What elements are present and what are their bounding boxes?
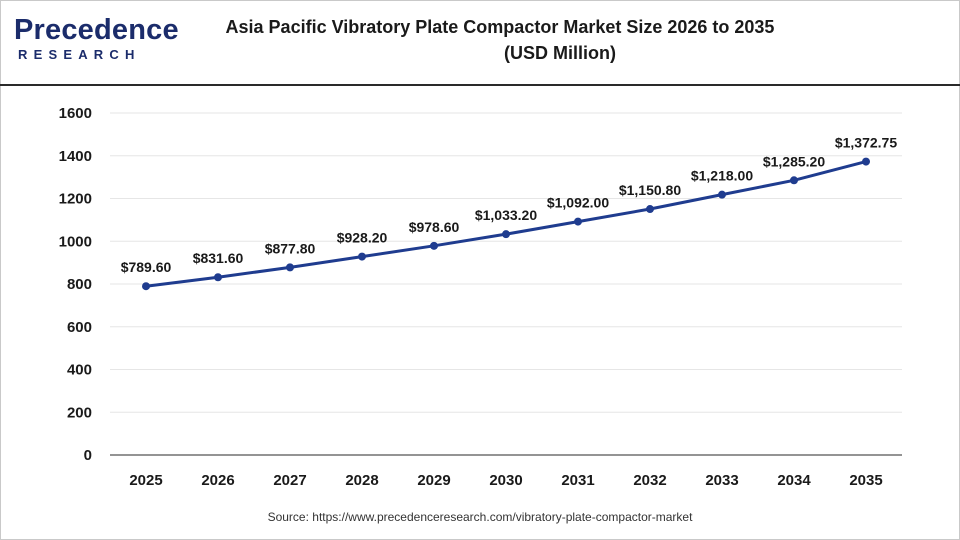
logo-subtitle: RESEARCH — [18, 47, 141, 62]
data-label: $1,285.20 — [763, 153, 825, 169]
data-point — [142, 282, 150, 291]
precedence-research-logo: Precedence RESEARCH — [14, 14, 179, 64]
y-tick-label: 1600 — [59, 105, 92, 122]
x-tick-label: 2029 — [417, 472, 450, 489]
data-label: $877.80 — [265, 240, 316, 256]
gridlines — [110, 112, 902, 413]
data-label: $978.60 — [409, 219, 460, 235]
x-tick-label: 2026 — [201, 472, 234, 489]
y-tick-label: 1400 — [59, 148, 92, 165]
series-market-size — [142, 157, 870, 291]
data-point — [430, 241, 438, 250]
x-axis: 2025 2026 2027 2028 2029 2030 2031 2032 2033 2034… — [110, 454, 902, 489]
y-tick-label: 200 — [67, 404, 92, 421]
data-point — [358, 252, 366, 261]
x-tick-label: 2027 — [273, 472, 306, 489]
data-point — [286, 263, 294, 272]
x-tick-label: 2025 — [129, 472, 162, 489]
x-tick-label: 2035 — [849, 472, 882, 489]
x-tick-label: 2032 — [633, 472, 666, 489]
data-point — [214, 273, 222, 282]
data-point — [646, 205, 654, 214]
y-tick-label: 1200 — [59, 191, 92, 208]
x-tick-label: 2030 — [489, 472, 522, 489]
y-axis: 0 200 400 600 800 1000 1200 1400 1600 — [59, 105, 92, 464]
data-label: $928.20 — [337, 230, 388, 246]
data-point — [502, 230, 510, 239]
header: Precedence RESEARCH Asia Pacific Vibrato… — [0, 0, 960, 86]
logo-wordmark: Precedence — [14, 14, 179, 46]
y-tick-label: 800 — [67, 276, 92, 293]
x-tick-label: 2034 — [777, 472, 811, 489]
y-tick-label: 0 — [84, 447, 92, 464]
data-point — [790, 176, 798, 185]
data-label: $1,218.00 — [691, 168, 753, 184]
series-line — [145, 160, 867, 288]
data-label: $1,372.75 — [835, 135, 897, 151]
x-tick-label: 2033 — [705, 472, 738, 489]
data-point — [862, 157, 870, 166]
x-tick-label: 2031 — [561, 472, 594, 489]
data-label: $1,033.20 — [475, 207, 537, 223]
y-tick-label: 1000 — [59, 233, 92, 250]
source-note: Source: https://www.precedenceresearch.c… — [267, 510, 693, 524]
data-label: $1,092.00 — [547, 195, 609, 211]
y-tick-label: 400 — [67, 362, 92, 379]
title-line-1: Asia Pacific Vibratory Plate Compactor M… — [225, 17, 775, 37]
y-tick-label: 600 — [67, 319, 92, 336]
data-point — [574, 217, 582, 226]
data-label: $789.60 — [121, 259, 172, 275]
chart-title: Asia Pacific Vibratory Plate Compactor M… — [180, 14, 820, 66]
data-label: $831.60 — [193, 250, 244, 266]
data-label: $1,150.80 — [619, 182, 681, 198]
data-point — [718, 190, 726, 199]
data-labels: $789.60 $831.60 $877.80 $928.20 $978.60 $1,03… — [121, 135, 898, 276]
title-line-2: (USD Million) — [504, 43, 616, 63]
x-tick-label: 2028 — [345, 472, 378, 489]
